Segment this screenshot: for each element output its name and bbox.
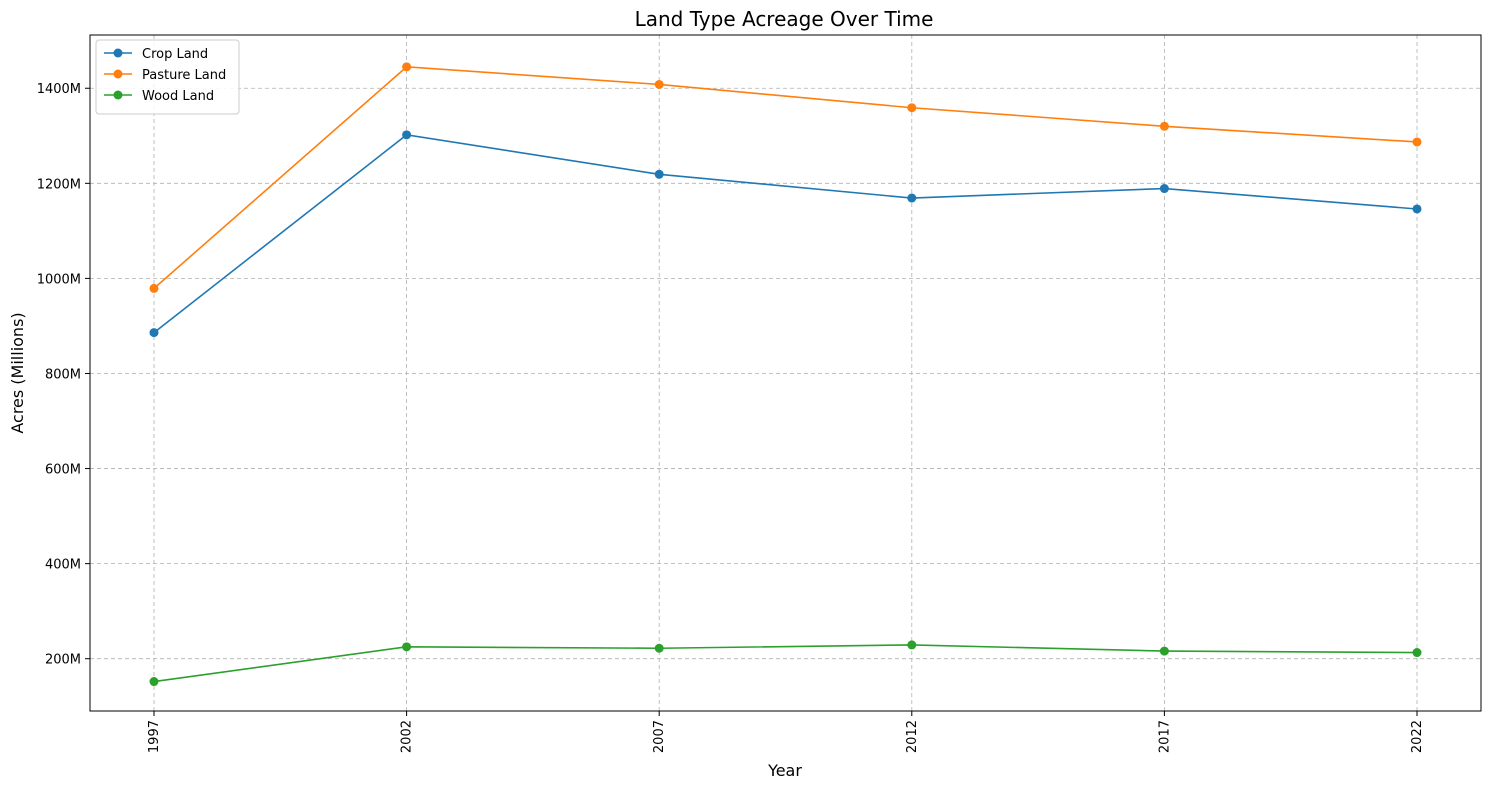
x-axis-label: Year [767,761,802,780]
legend-label-pasture-land: Pasture Land [142,68,226,83]
y-tick-label: 800M [45,367,81,382]
data-point-wood-land [654,643,664,653]
data-point-wood-land [402,642,412,652]
data-point-wood-land [1159,646,1169,656]
data-point-crop-land [1159,184,1169,194]
legend-marker-pasture-land [113,69,123,79]
series-line-crop-land [153,133,1418,334]
data-point-pasture-land [149,283,159,293]
data-point-crop-land [402,130,412,140]
legend-label-wood-land: Wood Land [142,89,214,104]
x-tick-label: 2022 [1410,720,1425,753]
grid-lines [90,35,1481,711]
data-point-pasture-land [402,62,412,72]
legend-label-crop-land: Crop Land [142,47,208,62]
data-point-pasture-land [654,79,664,89]
y-tick-label: 1200M [37,177,81,192]
x-tick-label: 2007 [652,720,667,753]
data-point-wood-land [149,677,159,687]
data-point-pasture-land [1412,137,1422,147]
x-tick-label: 1997 [147,720,162,753]
legend-marker-wood-land [113,90,123,100]
y-tick-label: 400M [45,558,81,573]
series-line-pasture-land [153,66,1418,289]
x-tick-label: 2002 [400,720,415,753]
axis-ticks: 1997 2002 2007 2012 2017 2022 200M 400M 600M 800M… [37,82,1425,753]
data-point-pasture-land [907,103,917,113]
y-axis-label: Acres (Millions) [8,312,27,433]
data-point-wood-land [1412,648,1422,658]
data-point-crop-land [149,328,159,338]
data-point-crop-land [907,193,917,203]
data-point-crop-land [1412,204,1422,214]
plot-area-frame [89,34,1482,712]
series-layer [149,62,1422,687]
chart-title: Land Type Acreage Over Time [635,7,934,31]
y-tick-label: 1000M [37,272,81,287]
y-tick-label: 200M [45,653,81,668]
y-tick-label: 1400M [37,82,81,97]
x-tick-label: 2017 [1157,720,1172,753]
legend-marker-crop-land [113,48,123,58]
series-line-wood-land [153,644,1418,683]
data-point-wood-land [907,640,917,650]
x-tick-label: 2012 [905,720,920,753]
data-point-crop-land [654,169,664,179]
legend: Crop Land Pasture Land Wood Land [95,39,240,115]
data-point-pasture-land [1159,121,1169,131]
y-tick-label: 600M [45,463,81,478]
